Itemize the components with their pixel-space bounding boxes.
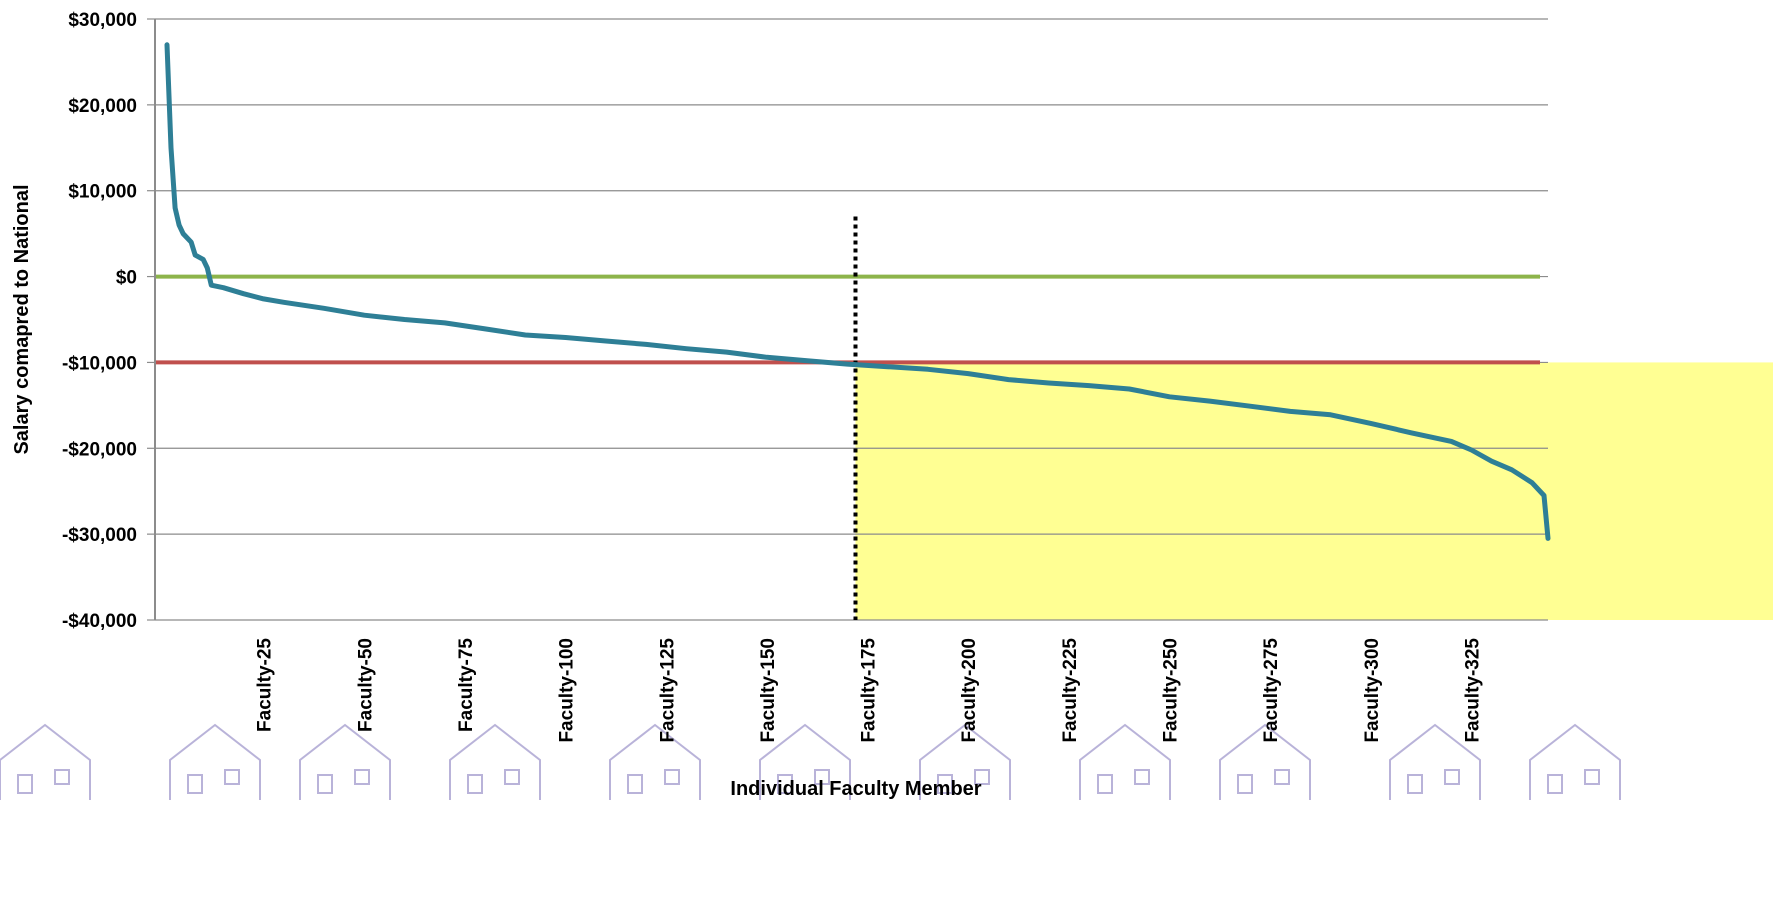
y-tick-label: -$30,000 <box>62 525 137 546</box>
x-tick-label: Faculty-300 <box>1362 638 1383 743</box>
y-tick-label: $0 <box>116 268 137 289</box>
series-line <box>164 42 1551 541</box>
x-tick-label: Faculty-100 <box>557 638 578 743</box>
house-sketch <box>919 723 1011 800</box>
y-tick-label: -$10,000 <box>62 353 137 374</box>
house-sketch <box>1079 723 1171 800</box>
x-tick-label: Faculty-225 <box>1060 638 1081 743</box>
x-tick-label: Faculty-200 <box>959 638 980 743</box>
house-sketch <box>1389 723 1481 800</box>
highlight-region <box>855 362 1773 620</box>
house-sketch <box>449 723 541 800</box>
x-tick-labels: Faculty-25 Faculty-50 Faculty-75 Faculty-10… <box>255 638 1484 743</box>
y-axis-title: Salary comapred to National <box>11 184 33 454</box>
house-sketch <box>299 723 391 800</box>
y-tick-label: $20,000 <box>68 96 137 117</box>
x-axis-title: Individual Faculty Member <box>730 778 981 800</box>
x-tick-label: Faculty-325 <box>1463 638 1484 743</box>
x-tick-label: Faculty-275 <box>1261 638 1282 743</box>
x-tick-label: Faculty-250 <box>1161 638 1182 743</box>
house-sketch <box>1529 723 1621 800</box>
y-tick-label: $10,000 <box>68 182 137 203</box>
x-tick-label: Faculty-25 <box>255 638 276 732</box>
house-sketch <box>759 723 851 800</box>
house-sketch <box>609 723 701 800</box>
house-sketch <box>169 723 261 800</box>
y-tick-labels: $30,000 $20,000 $10,000 $0 -$10,000 -$20,000 -… <box>62 10 137 632</box>
y-tick-label: $30,000 <box>68 10 137 31</box>
x-tick-label: Faculty-150 <box>758 638 779 743</box>
y-tick-label: -$20,000 <box>62 439 137 460</box>
x-tick-label: Faculty-50 <box>355 638 376 732</box>
house-sketch <box>0 723 91 800</box>
x-tick-label: Faculty-75 <box>456 638 477 732</box>
house-sketch <box>1219 723 1311 800</box>
x-tick-label: Faculty-125 <box>657 638 678 743</box>
x-tick-label: Faculty-175 <box>859 638 880 743</box>
y-tick-label: -$40,000 <box>62 611 137 632</box>
background-house-drawings <box>0 723 1621 800</box>
reference-lines <box>155 274 1540 365</box>
